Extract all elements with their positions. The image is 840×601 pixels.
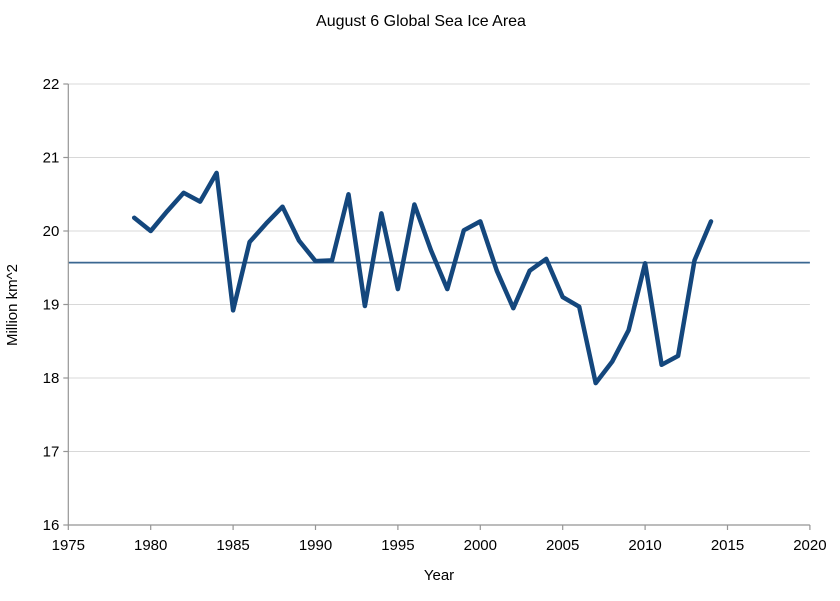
chart-title: August 6 Global Sea Ice Area — [316, 13, 526, 30]
y-tick-label: 16 — [43, 517, 60, 534]
x-tick-label: 2005 — [546, 537, 579, 554]
x-tick-label: 1995 — [381, 537, 414, 554]
x-tick-label: 1980 — [134, 537, 167, 554]
x-tick-label: 2010 — [628, 537, 661, 554]
x-tick-label: 1990 — [299, 537, 332, 554]
y-tick-label: 21 — [43, 150, 60, 167]
data-series-layer — [131, 170, 714, 386]
y-axis-title: Million km^2 — [4, 264, 21, 346]
y-tick-label: 18 — [43, 370, 60, 387]
data-series-line — [131, 170, 714, 386]
x-tick-label: 2020 — [793, 537, 826, 554]
y-tick-label: 20 — [43, 223, 60, 240]
gridlines — [68, 83, 810, 452]
x-tick-label: 2000 — [464, 537, 497, 554]
x-tick-label: 1975 — [52, 537, 85, 554]
x-tick-label: 2015 — [711, 537, 744, 554]
x-tick-label: 1985 — [216, 537, 249, 554]
y-tick-label: 17 — [43, 444, 60, 461]
axes — [63, 83, 811, 530]
y-tick-label: 19 — [43, 297, 60, 314]
y-tick-label: 22 — [43, 76, 60, 93]
x-axis-title: Year — [424, 567, 454, 584]
x-tick-labels: 1975 1980 1985 1990 1995 2000 2005 2010 2015 2020 — [52, 537, 827, 554]
y-tick-labels: 16 17 18 19 20 21 22 — [43, 76, 60, 534]
